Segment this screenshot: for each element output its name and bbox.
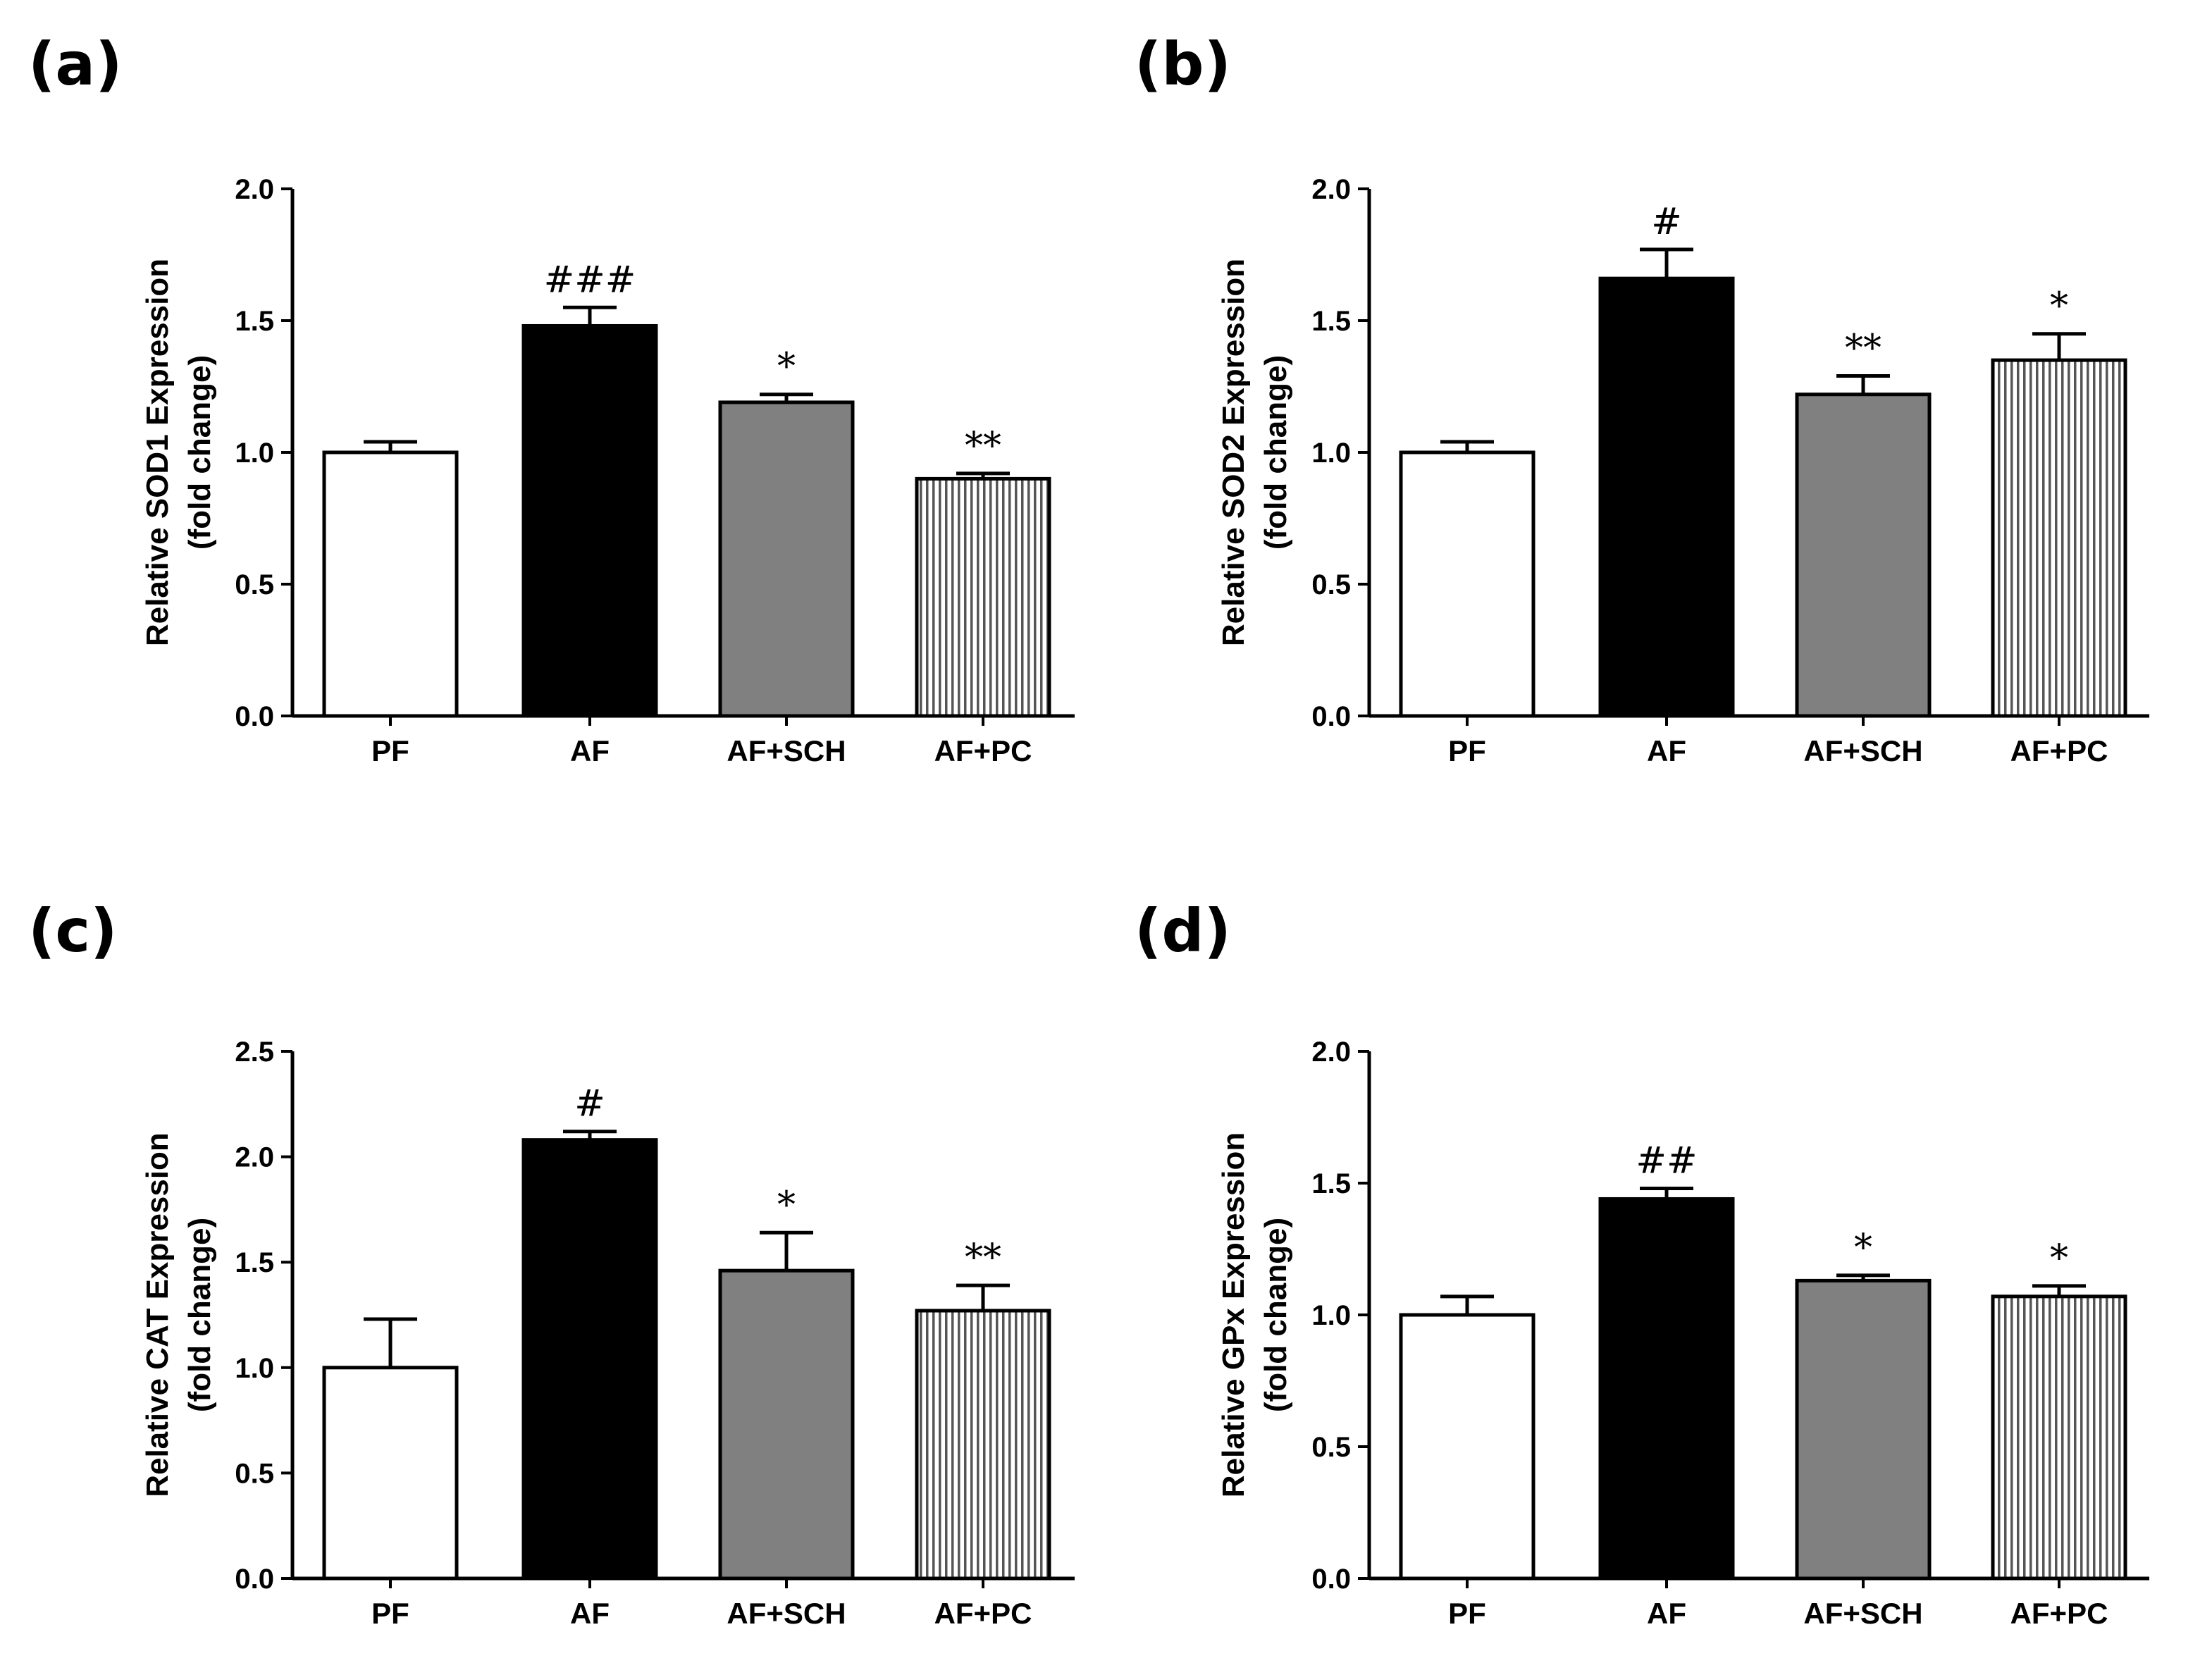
y-tick-label: 0.0 [235,1564,274,1595]
x-tick-label: AF+SCH [727,734,846,767]
y-tick-label: 1.0 [1311,438,1351,469]
y-axis-title-units: (fold change) [183,1218,217,1412]
bar-pf [1399,450,1536,718]
x-tick-label: PF [371,1597,409,1630]
bar-pf [1399,1313,1536,1581]
bar-pf [322,450,459,718]
x-tick-label: AF [1647,1597,1686,1630]
bar-af [1598,1197,1735,1581]
x-tick-label: AF+PC [934,1597,1032,1630]
y-axis-title: Relative CAT Expression [140,1132,175,1497]
significance-mark: * [1854,1227,1872,1269]
panel-label: (d) [1135,896,1231,965]
y-tick-label: 1.0 [1311,1300,1351,1331]
y-tick-label: 1.5 [235,1247,274,1278]
bar-af-sch [718,400,855,718]
y-tick-label: 2.0 [235,174,274,205]
y-tick-label: 1.5 [1311,306,1351,337]
y-axis-title: Relative GPx Expression [1216,1132,1251,1497]
significance-mark: ** [965,425,1001,467]
bar-pf [322,1366,459,1581]
x-tick-label: AF [1647,734,1686,767]
y-axis-title: Relative SOD2 Expression [1216,259,1251,646]
y-tick-label: 2.0 [1311,1037,1351,1068]
x-tick-label: PF [1448,734,1486,767]
y-axis-title: Relative SOD1 Expression [140,259,175,646]
y-axis-title-units: (fold change) [183,355,217,550]
bar-af [521,1138,658,1581]
bar-af-sch [718,1268,855,1581]
y-tick-label: 0.5 [1311,1432,1351,1463]
y-tick-label: 0.0 [1311,1564,1351,1595]
y-axis-title-units: (fold change) [1259,355,1293,550]
y-tick-label: 0.0 [235,701,274,732]
y-tick-label: 1.5 [235,306,274,337]
x-tick-label: PF [1448,1597,1486,1630]
x-tick-label: AF+SCH [1803,1597,1922,1630]
y-tick-label: 1.0 [235,438,274,469]
y-tick-label: 2.0 [1311,174,1351,205]
significance-mark: * [2050,1237,2068,1280]
panel-label: (c) [28,896,118,965]
chart-panel-a: (a) Relative SOD1 Expression (fold change)… [28,30,1075,767]
bar-af-pc [915,476,1051,718]
significance-mark: ** [965,1237,1001,1279]
y-tick-label: 0.5 [235,1458,274,1489]
bar-af-sch [1795,392,1932,718]
y-tick-label: 1.5 [1311,1168,1351,1199]
y-tick-label: 1.0 [235,1353,274,1384]
significance-mark: # [574,1083,605,1125]
significance-mark: * [2050,285,2068,328]
x-tick-label: AF+PC [2010,1597,2108,1630]
y-tick-label: 2.5 [235,1037,274,1068]
chart-panel-b: (b) Relative SOD2 Expression (fold change)… [1135,30,2149,767]
bar-af-pc [1991,1294,2127,1581]
x-tick-label: PF [371,734,409,767]
y-tick-label: 0.5 [235,569,274,600]
significance-mark: ** [1845,328,1882,370]
x-tick-label: AF [570,1597,610,1630]
significance-mark: ## [1636,1139,1697,1182]
bar-af-sch [1795,1278,1932,1581]
x-tick-label: AF+PC [2010,734,2108,767]
x-tick-label: AF+SCH [1803,734,1922,767]
bar-af-pc [915,1309,1051,1581]
significance-mark: ### [544,259,636,301]
x-tick-label: AF+PC [934,734,1032,767]
bar-af [1598,276,1735,718]
bar-af [521,323,658,718]
significance-mark: # [1651,201,1682,243]
x-tick-label: AF [570,734,610,767]
significance-mark: * [777,346,796,388]
y-tick-label: 2.0 [235,1142,274,1173]
chart-panel-c: (c) Relative CAT Expression (fold change) P… [28,896,1075,1630]
x-tick-label: AF+SCH [727,1597,846,1630]
y-tick-label: 0.0 [1311,701,1351,732]
panel-label: (a) [28,30,122,99]
significance-mark: * [777,1184,796,1226]
chart-panel-d: (d) Relative GPx Expression (fold change) P… [1135,896,2149,1630]
y-axis-title-units: (fold change) [1259,1218,1293,1412]
panel-label: (b) [1135,30,1231,99]
bar-af-pc [1991,358,2127,718]
y-tick-label: 0.5 [1311,569,1351,600]
